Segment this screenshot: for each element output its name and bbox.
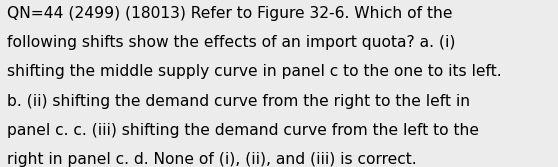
Text: right in panel c. d. None of (i), (ii), and (iii) is correct.: right in panel c. d. None of (i), (ii), … [7,152,416,167]
Text: following shifts show the effects of an import quota? a. (i): following shifts show the effects of an … [7,35,455,50]
Text: shifting the middle supply curve in panel c to the one to its left.: shifting the middle supply curve in pane… [7,64,501,79]
Text: QN=44 (2499) (18013) Refer to Figure 32-6. Which of the: QN=44 (2499) (18013) Refer to Figure 32-… [7,6,452,21]
Text: panel c. c. (iii) shifting the demand curve from the left to the: panel c. c. (iii) shifting the demand cu… [7,123,479,138]
Text: b. (ii) shifting the demand curve from the right to the left in: b. (ii) shifting the demand curve from t… [7,94,470,109]
